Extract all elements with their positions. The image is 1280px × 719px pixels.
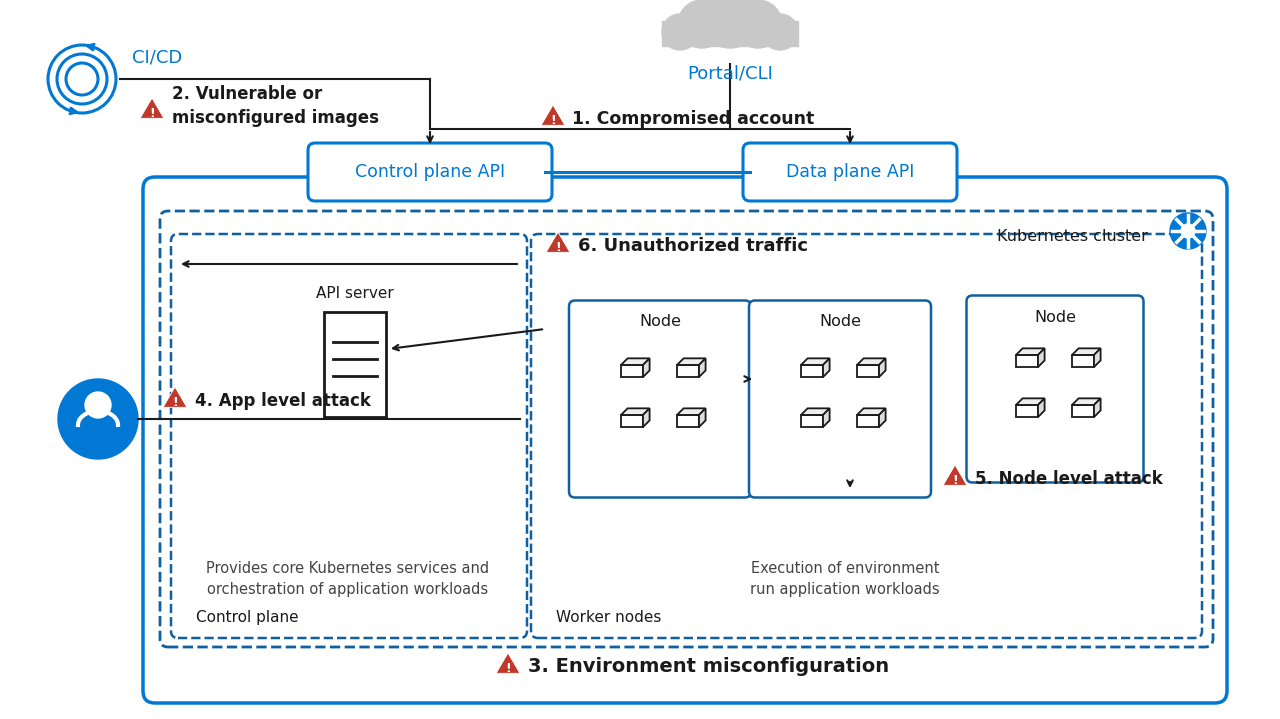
Polygon shape <box>858 358 886 365</box>
Text: Control plane: Control plane <box>196 610 298 625</box>
Polygon shape <box>547 232 570 252</box>
Polygon shape <box>621 365 643 377</box>
Polygon shape <box>677 365 699 377</box>
Polygon shape <box>1094 398 1101 417</box>
Circle shape <box>662 14 698 50</box>
Polygon shape <box>1038 348 1044 367</box>
Polygon shape <box>1073 398 1101 405</box>
Polygon shape <box>943 465 966 485</box>
Circle shape <box>698 0 762 48</box>
Polygon shape <box>858 415 879 427</box>
Polygon shape <box>1094 348 1101 367</box>
Polygon shape <box>541 105 564 125</box>
Circle shape <box>762 14 797 50</box>
Text: Worker nodes: Worker nodes <box>556 610 662 625</box>
Text: !: ! <box>556 241 561 254</box>
Polygon shape <box>801 365 823 377</box>
Text: !: ! <box>506 662 511 675</box>
Bar <box>662 21 797 46</box>
FancyBboxPatch shape <box>160 211 1213 647</box>
FancyBboxPatch shape <box>570 301 751 498</box>
FancyBboxPatch shape <box>172 234 527 638</box>
Polygon shape <box>1073 348 1101 355</box>
FancyBboxPatch shape <box>531 234 1202 638</box>
Polygon shape <box>858 365 879 377</box>
Polygon shape <box>497 653 520 673</box>
Text: Execution of environment
run application workloads: Execution of environment run application… <box>750 561 940 597</box>
Text: Node: Node <box>639 314 681 329</box>
Polygon shape <box>621 415 643 427</box>
Polygon shape <box>1016 355 1038 367</box>
Text: Provides core Kubernetes services and
orchestration of application workloads: Provides core Kubernetes services and or… <box>206 561 489 597</box>
Text: API server: API server <box>316 286 394 301</box>
Text: Control plane API: Control plane API <box>355 163 506 181</box>
Polygon shape <box>643 358 650 377</box>
Polygon shape <box>1073 355 1094 367</box>
Polygon shape <box>1016 405 1038 417</box>
Circle shape <box>678 0 726 48</box>
Circle shape <box>1170 213 1206 249</box>
Polygon shape <box>643 408 650 427</box>
FancyBboxPatch shape <box>308 143 552 201</box>
Polygon shape <box>801 358 829 365</box>
Circle shape <box>1181 224 1196 238</box>
Text: 3. Environment misconfiguration: 3. Environment misconfiguration <box>529 657 890 677</box>
Text: !: ! <box>172 396 178 409</box>
Polygon shape <box>801 408 829 415</box>
Bar <box>324 311 387 416</box>
Polygon shape <box>1038 398 1044 417</box>
Polygon shape <box>879 358 886 377</box>
Text: !: ! <box>550 114 556 127</box>
Polygon shape <box>879 408 886 427</box>
Text: Data plane API: Data plane API <box>786 163 914 181</box>
Text: Portal/CLI: Portal/CLI <box>687 64 773 82</box>
Polygon shape <box>621 408 650 415</box>
Polygon shape <box>677 408 705 415</box>
Polygon shape <box>140 98 164 119</box>
Text: !: ! <box>952 474 957 487</box>
Polygon shape <box>699 358 705 377</box>
Polygon shape <box>621 358 650 365</box>
Circle shape <box>733 0 782 48</box>
Polygon shape <box>677 358 705 365</box>
Text: 1. Compromised account: 1. Compromised account <box>572 110 814 128</box>
Polygon shape <box>1016 348 1044 355</box>
Polygon shape <box>163 387 187 407</box>
Text: Node: Node <box>819 314 861 329</box>
Text: Node: Node <box>1034 309 1076 324</box>
Polygon shape <box>677 415 699 427</box>
Text: !: ! <box>150 107 155 120</box>
FancyBboxPatch shape <box>966 296 1143 482</box>
FancyBboxPatch shape <box>749 301 931 498</box>
Text: 6. Unauthorized traffic: 6. Unauthorized traffic <box>579 237 808 255</box>
FancyBboxPatch shape <box>143 177 1228 703</box>
Text: 5. Node level attack: 5. Node level attack <box>975 470 1162 488</box>
Polygon shape <box>823 358 829 377</box>
Polygon shape <box>823 408 829 427</box>
Text: 2. Vulnerable or
misconfigured images: 2. Vulnerable or misconfigured images <box>172 85 379 127</box>
Polygon shape <box>858 408 886 415</box>
Polygon shape <box>1073 405 1094 417</box>
Circle shape <box>84 392 111 418</box>
Circle shape <box>58 379 138 459</box>
Polygon shape <box>699 408 705 427</box>
Text: CI/CD: CI/CD <box>132 48 182 66</box>
Polygon shape <box>1016 398 1044 405</box>
Text: Kubernetes cluster: Kubernetes cluster <box>997 229 1148 244</box>
FancyBboxPatch shape <box>742 143 957 201</box>
Text: 4. App level attack: 4. App level attack <box>195 392 371 410</box>
Polygon shape <box>801 415 823 427</box>
